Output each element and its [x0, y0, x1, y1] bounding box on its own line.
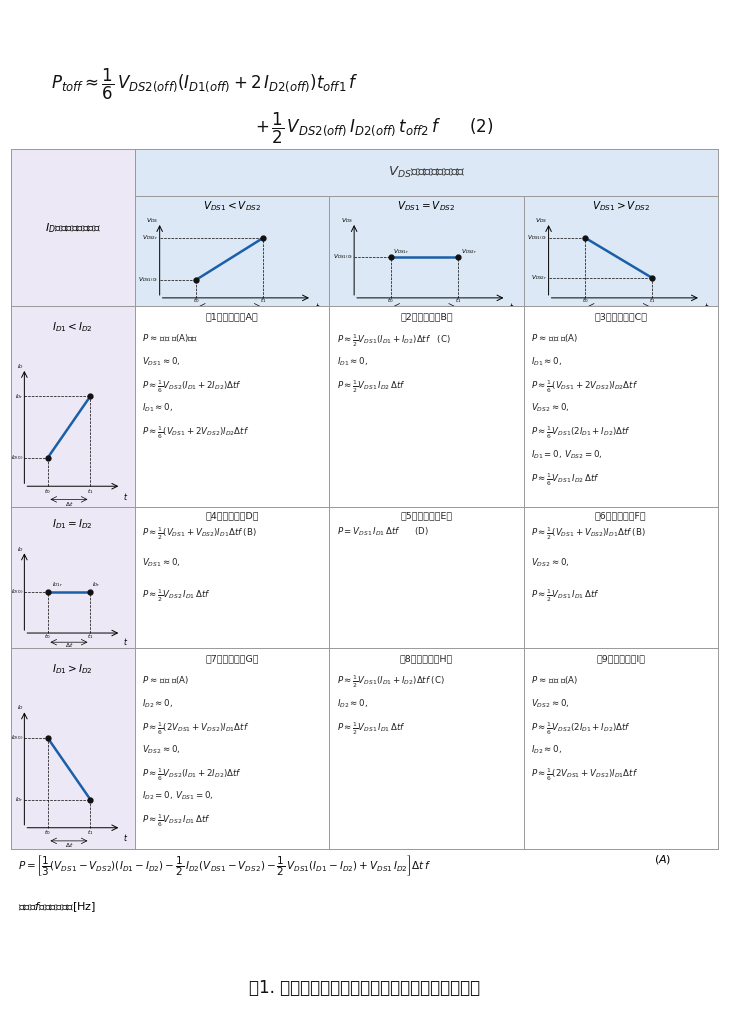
- Text: 但，　$f$：开关频率　[Hz]: 但， $f$：开关频率 [Hz]: [18, 900, 95, 914]
- Text: $P \approx \frac{1}{6}V_{DS2}(2I_{D1}+I_{D2})\Delta t f$: $P \approx \frac{1}{6}V_{DS2}(2I_{D1}+I_…: [531, 720, 631, 737]
- Text: 例4（参见附录D）: 例4（参见附录D）: [205, 511, 259, 521]
- Text: $I_{D1} \approx 0,$: $I_{D1} \approx 0,$: [337, 356, 368, 368]
- Text: $(A)$: $(A)$: [655, 853, 672, 866]
- Text: $P \approx \frac{1}{6}V_{DS1}(2I_{D1}+I_{D2})\Delta t f$: $P \approx \frac{1}{6}V_{DS1}(2I_{D1}+I_…: [531, 425, 631, 441]
- Text: $P \approx \frac{1}{6}(2V_{DS1}+V_{DS2})I_{D1}\Delta t f$: $P \approx \frac{1}{6}(2V_{DS1}+V_{DS2})…: [531, 767, 639, 783]
- Text: $I_{D1}=I_{D2}$: $I_{D1}=I_{D2}$: [52, 518, 93, 531]
- Text: $I_{D1}>I_{D2}$: $I_{D1}>I_{D2}$: [52, 662, 93, 676]
- Text: $P \approx \frac{1}{6}V_{DS2}(I_{D1}+2I_{D2})\Delta t f$: $P \approx \frac{1}{6}V_{DS2}(I_{D1}+2I_…: [142, 379, 243, 395]
- Text: $V_{DS2} \approx 0,$: $V_{DS2} \approx 0,$: [531, 557, 570, 569]
- Text: $I_{D1}=0,\,V_{DS2}=0,$: $I_{D1}=0,\,V_{DS2}=0,$: [531, 448, 603, 461]
- Text: $P \approx \frac{1}{2}V_{DS1}(I_{D1}+I_{D2})\Delta t f\;\mathrm{(C)}$: $P \approx \frac{1}{2}V_{DS1}(I_{D1}+I_{…: [337, 674, 445, 690]
- Text: $I_{D2} \approx 0,$: $I_{D2} \approx 0,$: [531, 743, 563, 756]
- Text: $V_{DS1}>V_{DS2}$: $V_{DS1}>V_{DS2}$: [592, 200, 650, 213]
- Text: 例6（参见附录F）: 例6（参见附录F）: [595, 511, 647, 521]
- Text: $P \approx \frac{1}{6}V_{DS2}(I_{D1}+2I_{D2})\Delta t f$: $P \approx \frac{1}{6}V_{DS2}(I_{D1}+2I_…: [142, 767, 243, 783]
- Text: $P \approx \frac{1}{6}V_{DS1}\,I_{D2}\,\Delta t f$: $P \approx \frac{1}{6}V_{DS1}\,I_{D2}\,\…: [531, 471, 600, 488]
- Text: $P = \left[\dfrac{1}{3}(V_{DS1}-V_{DS2})(I_{D1}-I_{D2})-\dfrac{1}{2}\,I_{D2}(V_{: $P = \left[\dfrac{1}{3}(V_{DS1}-V_{DS2})…: [18, 853, 432, 879]
- Text: 例7（参见附录G）: 例7（参见附录G）: [205, 653, 259, 663]
- Text: $I_D$随时间的变化情况: $I_D$随时间的变化情况: [44, 221, 101, 235]
- Text: $P \approx \frac{1}{2}V_{DS1}(I_{D1}+I_{D2})\Delta t f\quad\mathrm{(C)}$: $P \approx \frac{1}{2}V_{DS1}(I_{D1}+I_{…: [337, 332, 451, 349]
- Text: $V_{DS2} \approx 0,$: $V_{DS2} \approx 0,$: [531, 402, 570, 415]
- Text: $P \approx \frac{1}{2}(V_{DS1}+V_{DS2})I_{D1}\Delta t f\;\mathrm{(B)}$: $P \approx \frac{1}{2}(V_{DS1}+V_{DS2})I…: [142, 526, 257, 542]
- Text: 例9（参见附录I）: 例9（参见附录I）: [596, 653, 645, 663]
- Text: $P \approx \frac{1}{2}(V_{DS1}+V_{DS2})I_{D1}\Delta t f\;\mathrm{(B)}$: $P \approx \frac{1}{2}(V_{DS1}+V_{DS2})I…: [531, 526, 646, 542]
- Text: $V_{DS2} \approx 0,$: $V_{DS2} \approx 0,$: [531, 697, 570, 710]
- Text: $I_{D1} \approx 0,$: $I_{D1} \approx 0,$: [531, 356, 563, 368]
- Text: $P \approx \frac{1}{2}V_{DS1}\,I_{D1}\,\Delta t f$: $P \approx \frac{1}{2}V_{DS1}\,I_{D1}\,\…: [531, 588, 600, 604]
- Text: 例8（参见附录H）: 例8（参见附录H）: [399, 653, 453, 663]
- Text: $V_{DS1} \approx 0,$: $V_{DS1} \approx 0,$: [142, 356, 181, 368]
- Text: $P \approx \frac{1}{6}(2V_{DS1}+V_{DS2})I_{D1}\Delta t f$: $P \approx \frac{1}{6}(2V_{DS1}+V_{DS2})…: [142, 720, 249, 737]
- Text: $V_{DS1} \approx 0,$: $V_{DS1} \approx 0,$: [142, 557, 181, 569]
- Text: $I_{D2}=0,\,V_{DS1}=0,$: $I_{D2}=0,\,V_{DS1}=0,$: [142, 789, 214, 802]
- Text: $P \approx \frac{1}{6}V_{DS2}\,I_{D1}\,\Delta t f$: $P \approx \frac{1}{6}V_{DS2}\,I_{D1}\,\…: [142, 813, 211, 829]
- Text: $P \approx \frac{1}{6}(V_{DS1}+2V_{DS2})I_{D2}\Delta t f$: $P \approx \frac{1}{6}(V_{DS1}+2V_{DS2})…: [531, 379, 639, 395]
- Text: $I_{D2} \approx 0,$: $I_{D2} \approx 0,$: [337, 697, 368, 710]
- Text: $+\,\dfrac{1}{2}\,V_{DS2(off)}\,I_{D2(off)}\,t_{off2}\,f\qquad(2)$: $+\,\dfrac{1}{2}\,V_{DS2(off)}\,I_{D2(of…: [255, 111, 494, 146]
- Text: $I_{D1} \approx 0,$: $I_{D1} \approx 0,$: [142, 402, 174, 415]
- Text: $I_{D1}<I_{D2}$: $I_{D1}<I_{D2}$: [52, 320, 93, 334]
- Text: 例1（参见附录A）: 例1（参见附录A）: [206, 313, 258, 321]
- Text: $P$ ≈ 下記 式(A): $P$ ≈ 下記 式(A): [142, 674, 190, 686]
- Text: 表1. 各种波形形状的线性近似法开关损耗计算公式: 表1. 各种波形形状的线性近似法开关损耗计算公式: [249, 979, 480, 997]
- Text: 例3（参见附录C）: 例3（参见附录C）: [594, 313, 647, 321]
- Text: $P = V_{DS1}\,I_{D1}\,\Delta t f\qquad\mathrm{(D)}$: $P = V_{DS1}\,I_{D1}\,\Delta t f\qquad\m…: [337, 526, 429, 538]
- Text: $P \approx \frac{1}{2}V_{DS1}\,I_{D1}\,\Delta t f$: $P \approx \frac{1}{2}V_{DS1}\,I_{D1}\,\…: [337, 720, 405, 737]
- Text: $P$ ≈ 下記 式(A): $P$ ≈ 下記 式(A): [531, 332, 579, 345]
- Text: 例2（参见附录B）: 例2（参见附录B）: [400, 313, 453, 321]
- Text: $P \approx \frac{1}{2}V_{DS2}\,I_{D1}\,\Delta t f$: $P \approx \frac{1}{2}V_{DS2}\,I_{D1}\,\…: [142, 588, 211, 604]
- Text: $I_{D2} \approx 0,$: $I_{D2} \approx 0,$: [142, 697, 174, 710]
- Text: $P$ ≈ 下記 式(A): $P$ ≈ 下記 式(A): [531, 674, 579, 686]
- Text: $V_{DS1}=V_{DS2}$: $V_{DS1}=V_{DS2}$: [397, 200, 456, 213]
- Text: 例5（参见附录E）: 例5（参见附录E）: [400, 511, 453, 521]
- Text: $V_{DS1}<V_{DS2}$: $V_{DS1}<V_{DS2}$: [203, 200, 261, 213]
- Text: $V_{DS2} \approx 0,$: $V_{DS2} \approx 0,$: [142, 743, 181, 756]
- Text: $V_{DS}$随时间的变化情况: $V_{DS}$随时间的变化情况: [388, 166, 465, 180]
- Text: $P \approx \frac{1}{6}(V_{DS1}+2V_{DS2})I_{D2}\Delta t f$: $P \approx \frac{1}{6}(V_{DS1}+2V_{DS2})…: [142, 425, 249, 441]
- Text: $P_{toff} \approx \dfrac{1}{6}\,V_{DS2(off)}\left(I_{D1(off)}+2\,I_{D2(off)}\rig: $P_{toff} \approx \dfrac{1}{6}\,V_{DS2(o…: [51, 67, 359, 102]
- Text: $P$ ≈ 下記 式(A)参照: $P$ ≈ 下記 式(A)参照: [142, 332, 199, 345]
- Text: $P \approx \frac{1}{2}V_{DS1}\,I_{D2}\,\Delta t f$: $P \approx \frac{1}{2}V_{DS1}\,I_{D2}\,\…: [337, 379, 405, 395]
